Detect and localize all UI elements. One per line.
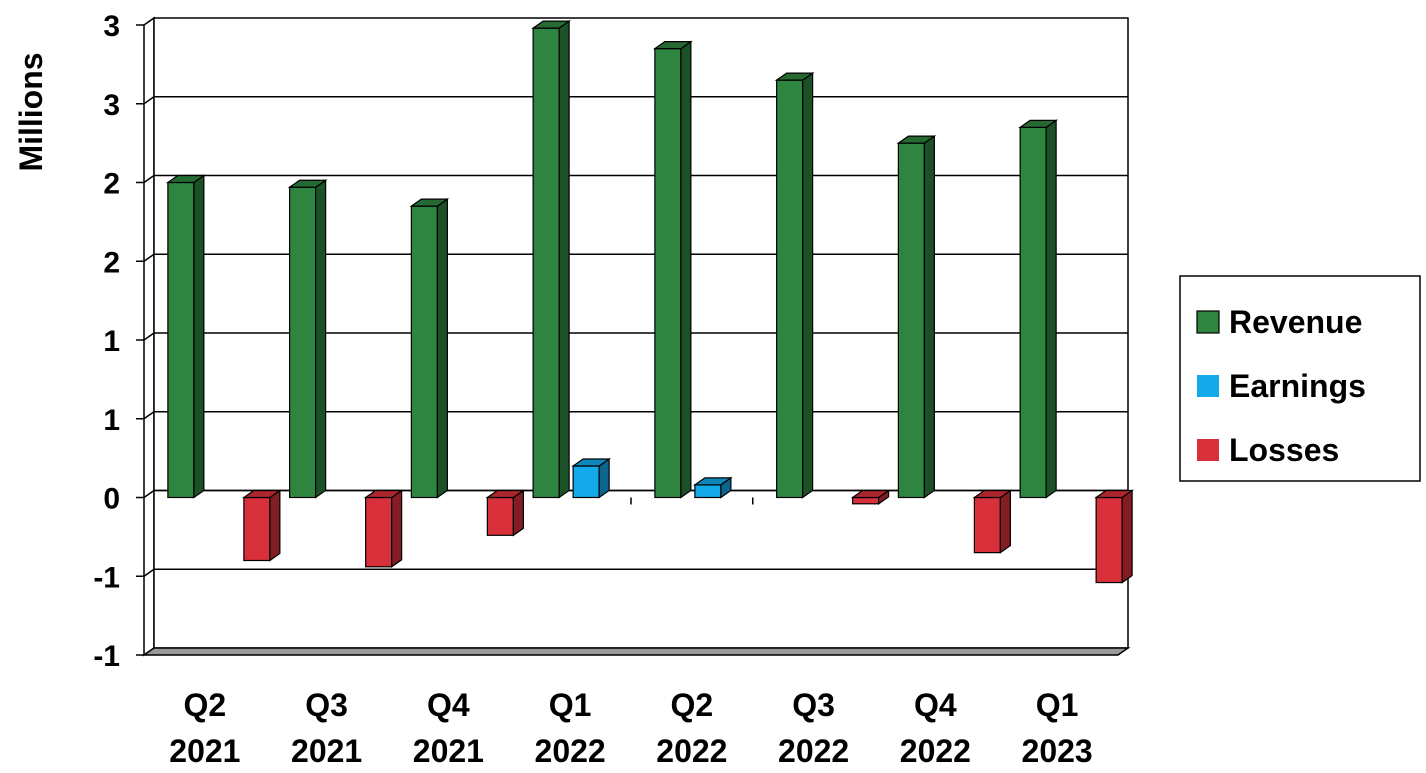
bar-side (1121, 489, 1133, 584)
bar-top (774, 72, 815, 81)
bar-front (973, 496, 1001, 554)
bar-revenue (165, 174, 206, 499)
bar-top (896, 135, 937, 144)
x-tick-label: Q2 2021 (169, 687, 240, 769)
bar-front (852, 496, 880, 505)
gridline-side (143, 332, 155, 341)
bar-front (1019, 126, 1047, 499)
bar-side (269, 489, 281, 562)
legend-label-losses: Losses (1229, 432, 1339, 468)
bar-front (243, 496, 271, 562)
gridline-side (143, 253, 155, 262)
bar-top (1018, 119, 1059, 128)
bar-side (193, 174, 205, 499)
bar-top (652, 41, 693, 50)
bar-revenue (652, 40, 693, 499)
bar-side (315, 179, 327, 499)
bar-front (654, 48, 682, 499)
y-tick-label: 2 (103, 168, 120, 201)
bar-side (436, 197, 448, 499)
bars (165, 19, 1135, 584)
bar-top (165, 174, 206, 184)
bar-revenue (1018, 119, 1059, 499)
bar-revenue (287, 179, 328, 499)
bar-top (1094, 489, 1135, 499)
legend-swatch-earnings (1197, 375, 1219, 397)
bar-top (972, 489, 1013, 499)
bar-losses (850, 489, 891, 505)
x-tick-label: Q3 2022 (778, 687, 849, 769)
x-tick-label: Q2 2022 (656, 687, 727, 769)
y-tick-label: -1 (93, 561, 120, 594)
bar-front (572, 465, 600, 499)
legend-swatch-losses (1197, 439, 1219, 461)
y-tick-label: 3 (103, 89, 120, 122)
gridline-side (143, 568, 155, 577)
bar-top (850, 489, 891, 499)
x-tick-label: Q4 2022 (900, 687, 971, 769)
gridline-side (143, 411, 155, 420)
bar-revenue (531, 19, 572, 499)
bar-top (485, 489, 526, 499)
y-tick-label: 1 (103, 404, 120, 437)
legend-box (1179, 275, 1421, 482)
bar-losses (241, 489, 282, 562)
x-axis-tick-labels: Q2 2021 Q3 2021 Q4 2021 Q1 2022 Q2 2022 Q3 2022 Q4 20… (169, 687, 1092, 769)
bar-front (486, 496, 514, 536)
y-tick-label: 1 (103, 325, 120, 358)
bar-front (897, 142, 925, 499)
bar-side (680, 40, 692, 499)
bar-losses (1094, 489, 1135, 584)
bar-side (802, 71, 814, 499)
bar-side (923, 134, 935, 499)
bar-side (391, 489, 403, 568)
bar-top (531, 20, 572, 29)
bar-top (241, 489, 282, 499)
bar-front (776, 79, 804, 499)
bar-top (692, 477, 733, 486)
bar-top (571, 458, 612, 467)
x-tick-label: Q1 2022 (535, 687, 606, 769)
bar-front (289, 186, 317, 499)
y-axis-tick-labels: 3 3 2 2 1 1 0 -1 -1 (93, 10, 120, 673)
x-tick-label: Q1 2023 (1022, 687, 1093, 769)
bar-side (512, 489, 524, 537)
bar-front (167, 181, 195, 499)
gridline-side (143, 174, 155, 184)
y-tick-label: -1 (93, 640, 120, 673)
bar-front (1095, 496, 1123, 584)
bar-losses (485, 489, 526, 537)
legend-label-revenue: Revenue (1229, 304, 1362, 340)
bar-side (558, 19, 570, 499)
y-tick-label: 2 (103, 246, 120, 279)
y-tick-label: 0 (103, 483, 120, 516)
bar-top (363, 489, 404, 499)
bar-revenue (409, 197, 450, 499)
bar-earnings (692, 476, 733, 499)
gridline-side (143, 489, 155, 499)
gridline-side (143, 96, 155, 105)
legend: Revenue Earnings Losses (1179, 275, 1421, 482)
bar-front (694, 484, 722, 499)
bar-top (409, 198, 450, 207)
bar-front (365, 496, 393, 568)
bar-front (410, 205, 438, 499)
bar-side (1045, 119, 1057, 499)
bar-side (999, 489, 1011, 554)
bar-top (287, 179, 328, 188)
y-tick-label: 3 (103, 10, 120, 43)
bar-front (532, 27, 560, 499)
x-tick-label: Q3 2021 (291, 687, 362, 769)
bar-losses (363, 489, 404, 568)
legend-swatch-revenue (1196, 310, 1220, 334)
bar-losses (972, 489, 1013, 554)
bar-revenue (896, 134, 937, 499)
bar-earnings (571, 457, 612, 499)
floor (141, 647, 1131, 656)
bar-revenue (774, 71, 815, 499)
legend-label-earnings: Earnings (1229, 368, 1366, 404)
y-axis-label: Millions (13, 52, 49, 171)
x-tick-label: Q4 2021 (413, 687, 484, 769)
